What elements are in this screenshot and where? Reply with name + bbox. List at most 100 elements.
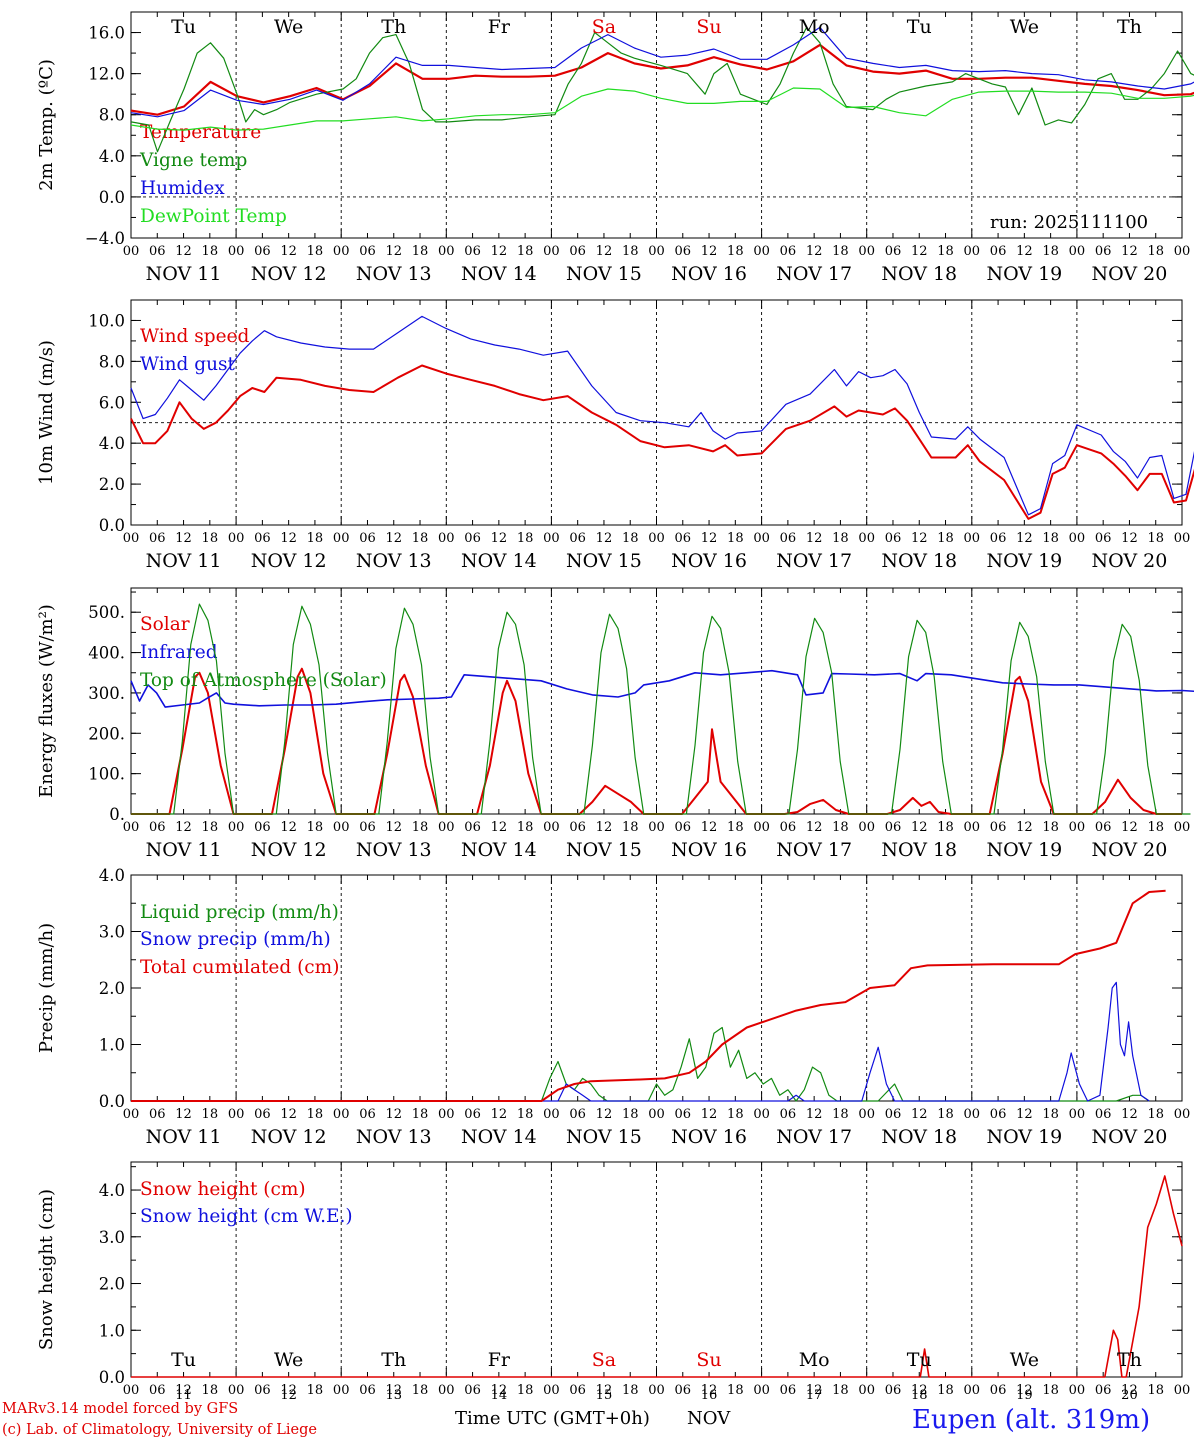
date-label: NOV 19 bbox=[986, 550, 1062, 572]
hour-tick-label: 12 bbox=[701, 1107, 718, 1122]
hour-tick-label: 12 bbox=[596, 1383, 613, 1398]
hour-tick-label: 00 bbox=[438, 1383, 455, 1398]
date-label: NOV 15 bbox=[566, 263, 642, 285]
date-label: NOV 16 bbox=[671, 1126, 747, 1148]
hour-tick-label: 18 bbox=[1042, 244, 1059, 259]
hour-tick-label: 18 bbox=[622, 1383, 639, 1398]
legend-label: Humidex bbox=[140, 178, 225, 199]
hour-tick-label: 00 bbox=[333, 1383, 350, 1398]
series-line-vigne-temp bbox=[130, 26, 1194, 153]
hour-tick-label: 18 bbox=[307, 820, 324, 835]
hour-tick-label: 00 bbox=[228, 1383, 245, 1398]
hour-tick-label: 12 bbox=[175, 531, 192, 546]
y-tick-label: 0. bbox=[109, 805, 125, 824]
series-line-total-cumulated-cm- bbox=[131, 889, 1166, 1102]
legend-label: Total cumulated (cm) bbox=[140, 957, 339, 978]
weekday-label: Tu bbox=[171, 16, 196, 38]
hour-tick-label: 18 bbox=[307, 1383, 324, 1398]
hour-tick-label: 06 bbox=[675, 1107, 692, 1122]
legend-label: Temperature bbox=[140, 122, 261, 143]
weekday-label: Su bbox=[696, 1349, 721, 1371]
hour-tick-label: 06 bbox=[675, 1383, 692, 1398]
hour-tick-label: 18 bbox=[202, 820, 219, 835]
date-label: NOV 13 bbox=[356, 839, 432, 861]
hour-tick-label: 06 bbox=[1095, 1383, 1112, 1398]
day-number-label: 19 bbox=[1016, 1388, 1033, 1403]
hour-tick-label: 06 bbox=[254, 1107, 271, 1122]
hour-tick-label: 00 bbox=[1069, 531, 1086, 546]
hour-tick-label: 12 bbox=[385, 1107, 402, 1122]
y-tick-label: 8.0 bbox=[99, 106, 125, 125]
date-label: NOV 20 bbox=[1092, 550, 1168, 572]
series-line-top-of-atmosphere-solar- bbox=[131, 603, 1191, 815]
y-tick-label: 400. bbox=[88, 644, 125, 663]
hour-tick-label: 00 bbox=[1174, 1107, 1191, 1122]
legend-label: Snow height (cm) bbox=[140, 1179, 306, 1200]
hour-tick-label: 06 bbox=[254, 531, 271, 546]
hour-tick-label: 18 bbox=[937, 244, 954, 259]
legend-label: Wind gust bbox=[140, 354, 235, 375]
hour-tick-label: 00 bbox=[228, 244, 245, 259]
hour-tick-label: 18 bbox=[1147, 1107, 1164, 1122]
hour-tick-label: 18 bbox=[937, 531, 954, 546]
day-number-label: 12 bbox=[280, 1388, 297, 1403]
hour-tick-label: 06 bbox=[254, 820, 271, 835]
hour-tick-label: 18 bbox=[412, 1383, 429, 1398]
y-tick-label: 3.0 bbox=[99, 923, 125, 942]
hour-tick-label: 18 bbox=[937, 1107, 954, 1122]
hour-tick-label: 00 bbox=[543, 531, 560, 546]
date-label: NOV 14 bbox=[461, 263, 537, 285]
hour-tick-label: 00 bbox=[1174, 820, 1191, 835]
hour-tick-label: 18 bbox=[1147, 531, 1164, 546]
hour-tick-label: 06 bbox=[990, 531, 1007, 546]
date-label: NOV 12 bbox=[251, 1126, 327, 1148]
hour-tick-label: 00 bbox=[964, 244, 981, 259]
hour-tick-label: 18 bbox=[202, 1383, 219, 1398]
y-tick-label: 4.0 bbox=[99, 434, 125, 453]
y-axis-label: 2m Temp. (ºC) bbox=[36, 59, 57, 191]
time-axis-label: Time UTC (GMT+0h) bbox=[455, 1408, 650, 1429]
hour-tick-label: 12 bbox=[701, 531, 718, 546]
y-tick-label: 500. bbox=[88, 603, 125, 622]
series-line-temperature bbox=[130, 43, 1194, 116]
date-label: NOV 14 bbox=[461, 550, 537, 572]
hour-tick-label: 00 bbox=[543, 1383, 560, 1398]
y-tick-label: 300. bbox=[88, 684, 125, 703]
hour-tick-label: 12 bbox=[175, 1383, 192, 1398]
run-label: run: 2025111100 bbox=[990, 212, 1148, 233]
hour-tick-label: 00 bbox=[438, 820, 455, 835]
hour-tick-label: 18 bbox=[727, 820, 744, 835]
hour-tick-label: 12 bbox=[1121, 1383, 1138, 1398]
hour-tick-label: 00 bbox=[964, 531, 981, 546]
hour-tick-label: 12 bbox=[1016, 1107, 1033, 1122]
hour-tick-label: 18 bbox=[1147, 1383, 1164, 1398]
hour-tick-label: 06 bbox=[1095, 531, 1112, 546]
hour-tick-label: 06 bbox=[569, 244, 586, 259]
day-number-label: 15 bbox=[596, 1388, 613, 1403]
weekday-label: Mo bbox=[799, 1349, 830, 1371]
y-tick-label: 2.0 bbox=[99, 979, 125, 998]
hour-tick-label: 12 bbox=[806, 1107, 823, 1122]
date-label: NOV 18 bbox=[881, 263, 957, 285]
hour-tick-label: 06 bbox=[149, 820, 166, 835]
date-label: NOV 11 bbox=[146, 1126, 222, 1148]
hour-tick-label: 06 bbox=[990, 1107, 1007, 1122]
hour-tick-label: 00 bbox=[1174, 1383, 1191, 1398]
day-number-label: 18 bbox=[911, 1388, 928, 1403]
date-label: NOV 18 bbox=[881, 1126, 957, 1148]
y-axis-label: Precip (mm/h) bbox=[36, 923, 57, 1053]
panel-1: 16.0 12.0 8.0 4.0 0.0 −4.0 2m Temp. (ºC) Temper… bbox=[36, 11, 1194, 285]
hour-tick-label: 18 bbox=[517, 1383, 534, 1398]
hour-tick-label: 18 bbox=[517, 531, 534, 546]
date-label: NOV 18 bbox=[881, 839, 957, 861]
date-label: NOV 11 bbox=[146, 839, 222, 861]
hour-tick-label: 12 bbox=[911, 1383, 928, 1398]
y-tick-label: 1.0 bbox=[99, 1321, 125, 1340]
hour-tick-label: 06 bbox=[780, 1107, 797, 1122]
hour-tick-label: 00 bbox=[123, 531, 140, 546]
date-label: NOV 19 bbox=[986, 1126, 1062, 1148]
credit-line-2: (c) Lab. of Climatology, University of L… bbox=[2, 1422, 317, 1438]
hour-tick-label: 00 bbox=[228, 820, 245, 835]
hour-tick-label: 00 bbox=[858, 820, 875, 835]
